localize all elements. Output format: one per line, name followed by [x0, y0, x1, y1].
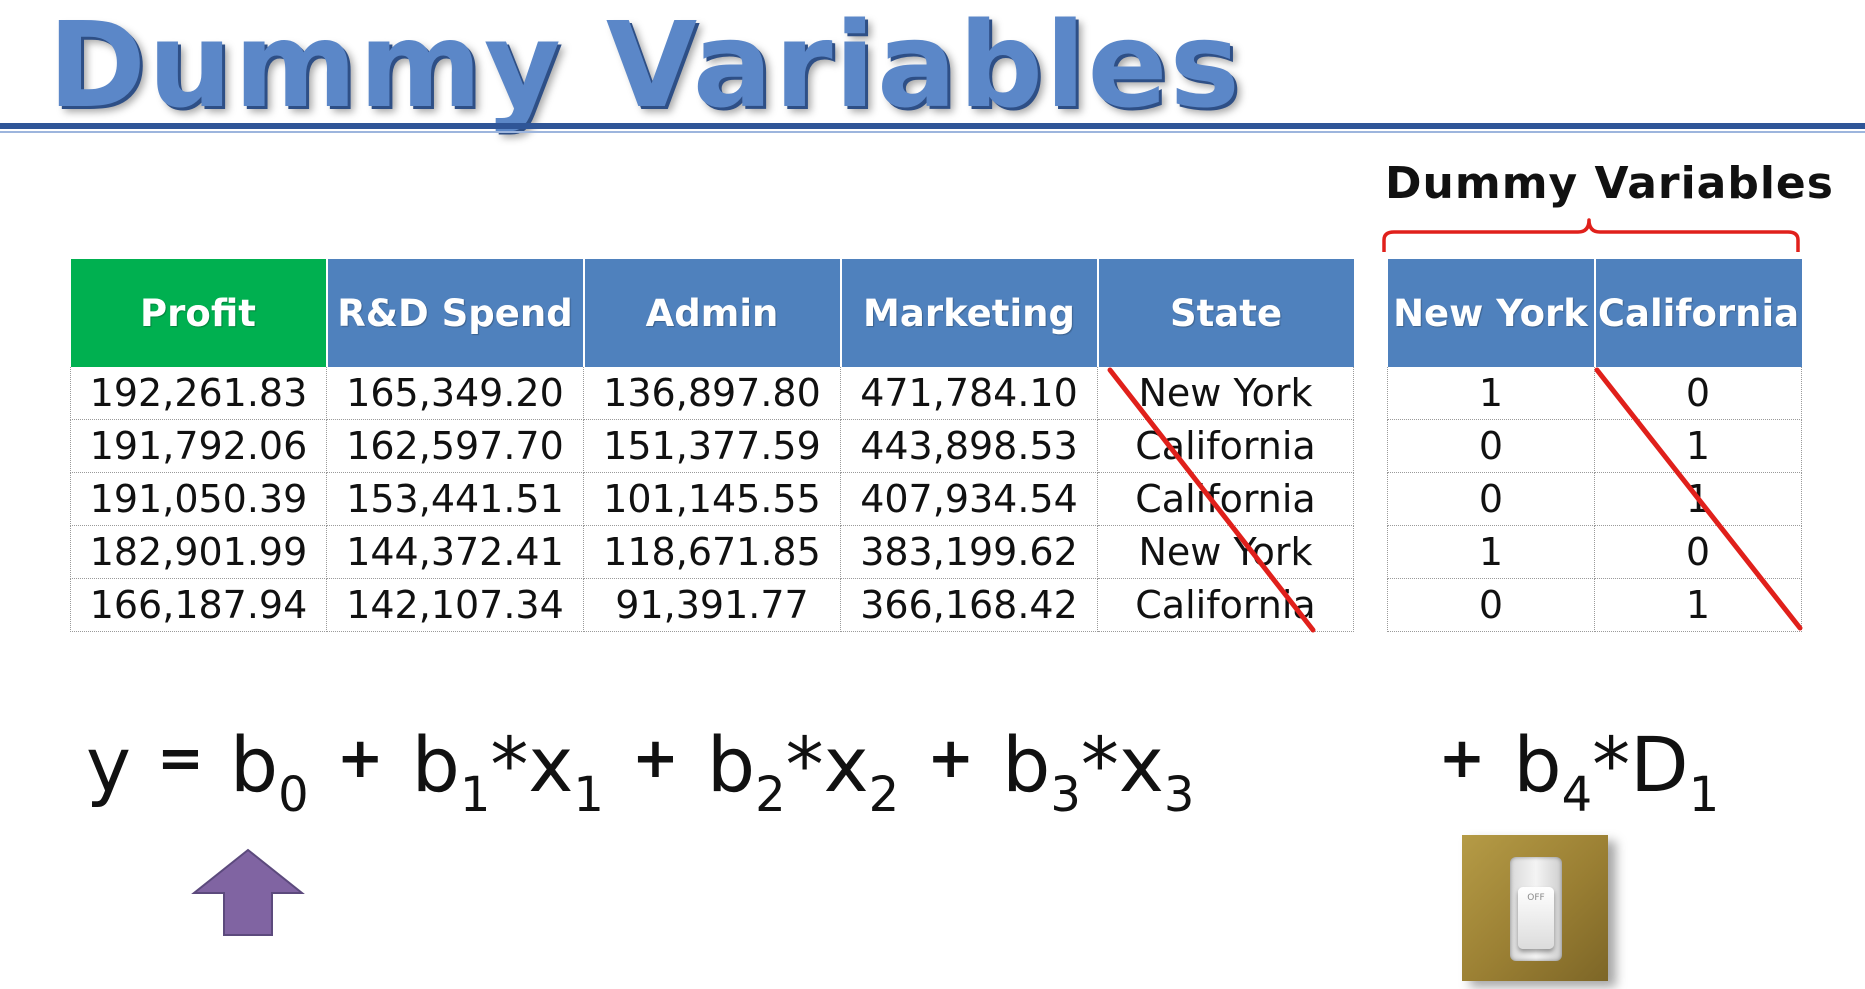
eq-sub: 4	[1561, 767, 1593, 823]
switch-toggle-label: OFF	[1518, 887, 1554, 949]
header-california: California	[1594, 259, 1802, 367]
eq-b: b	[1513, 720, 1562, 809]
cell-california: 1	[1594, 419, 1802, 473]
table-row: 166,187.94 142,107.34 91,391.77 366,168.…	[70, 578, 1354, 632]
cell-state: New York	[1097, 525, 1354, 579]
table-row: 0 1	[1387, 419, 1802, 473]
eq-y: y	[86, 720, 131, 809]
cell-california: 0	[1594, 525, 1802, 579]
eq-equals: =	[156, 726, 204, 791]
eq-plus: +	[927, 726, 975, 791]
dummy-variables-table: New York California 1 0 0 1 0 1 1 0 0 1	[1387, 259, 1802, 632]
header-admin: Admin	[583, 259, 842, 367]
eq-x: x	[528, 720, 574, 809]
table-row: 0 1	[1387, 472, 1802, 526]
eq-b: b	[411, 720, 460, 809]
cell-california: 0	[1594, 367, 1802, 420]
eq-sub: 1	[1688, 767, 1720, 823]
eq-sub: 3	[1163, 767, 1195, 823]
eq-x: x	[1118, 720, 1164, 809]
light-switch-image: OFF	[1462, 835, 1608, 981]
header-state: State	[1097, 259, 1354, 367]
eq-b: b	[706, 720, 756, 809]
eq-d: D	[1630, 720, 1689, 809]
cell-admin: 118,671.85	[583, 525, 841, 579]
cell-rd-spend: 142,107.34	[326, 578, 584, 632]
cell-rd-spend: 162,597.70	[326, 419, 584, 473]
table-row: 191,792.06 162,597.70 151,377.59 443,898…	[70, 419, 1354, 473]
table-row: 1 0	[1387, 367, 1802, 420]
main-data-table: Profit R&D Spend Admin Marketing State 1…	[70, 259, 1354, 632]
eq-plus: +	[1438, 726, 1486, 791]
eq-b: b	[1002, 720, 1051, 809]
cell-california: 1	[1594, 578, 1802, 632]
eq-x: x	[823, 720, 869, 809]
cell-new-york: 0	[1387, 578, 1595, 632]
cell-profit: 192,261.83	[70, 367, 327, 420]
eq-star: *	[1080, 720, 1119, 809]
eq-star: *	[785, 720, 824, 809]
cell-admin: 101,145.55	[583, 472, 841, 526]
header-rd-spend: R&D Spend	[326, 259, 585, 367]
header-new-york: New York	[1387, 259, 1596, 367]
main-table-header-row: Profit R&D Spend Admin Marketing State	[70, 259, 1354, 367]
cell-profit: 191,792.06	[70, 419, 327, 473]
cell-new-york: 1	[1387, 525, 1595, 579]
table-row: 191,050.39 153,441.51 101,145.55 407,934…	[70, 472, 1354, 526]
eq-sub: 2	[755, 767, 786, 823]
cell-admin: 91,391.77	[583, 578, 841, 632]
up-arrow-icon	[191, 848, 305, 936]
eq-sub: 0	[278, 767, 309, 823]
dummy-variables-heading: Dummy Variables	[1385, 158, 1834, 209]
dummy-brace	[1382, 218, 1800, 252]
eq-plus: +	[336, 726, 384, 791]
title-rule-light	[0, 131, 1865, 133]
cell-new-york: 0	[1387, 419, 1595, 473]
cell-new-york: 1	[1387, 367, 1595, 420]
eq-sub: 3	[1050, 767, 1081, 823]
switch-plate: OFF	[1510, 857, 1562, 961]
eq-sub: 2	[868, 767, 900, 823]
eq-sub: 1	[573, 767, 604, 823]
cell-california: 1	[1594, 472, 1802, 526]
cell-new-york: 0	[1387, 472, 1595, 526]
eq-star: *	[1592, 720, 1631, 809]
cell-marketing: 443,898.53	[840, 419, 1098, 473]
cell-state: New York	[1097, 367, 1354, 420]
eq-plus: +	[631, 726, 679, 791]
header-marketing: Marketing	[840, 259, 1099, 367]
cell-marketing: 383,199.62	[840, 525, 1098, 579]
cell-state: California	[1097, 472, 1354, 526]
dummy-table-header-row: New York California	[1387, 259, 1802, 367]
eq-sub: 1	[459, 767, 491, 823]
cell-marketing: 471,784.10	[840, 367, 1098, 420]
table-row: 0 1	[1387, 578, 1802, 632]
header-profit: Profit	[70, 259, 328, 367]
cell-admin: 136,897.80	[583, 367, 841, 420]
table-row: 1 0	[1387, 525, 1802, 579]
table-row: 192,261.83 165,349.20 136,897.80 471,784…	[70, 367, 1354, 420]
cell-state: California	[1097, 419, 1354, 473]
cell-rd-spend: 144,372.41	[326, 525, 584, 579]
slide-title: Dummy Variables	[48, 0, 1242, 134]
cell-marketing: 366,168.42	[840, 578, 1098, 632]
eq-b: b	[229, 720, 279, 809]
cell-rd-spend: 165,349.20	[326, 367, 584, 420]
cell-rd-spend: 153,441.51	[326, 472, 584, 526]
regression-equation: y = b0+ b1*x1+ b2*x2+ b3*x3+ b4*D1	[86, 720, 1719, 823]
table-row: 182,901.99 144,372.41 118,671.85 383,199…	[70, 525, 1354, 579]
eq-star: *	[490, 720, 529, 809]
cell-profit: 182,901.99	[70, 525, 327, 579]
title-rule	[0, 123, 1865, 129]
cell-marketing: 407,934.54	[840, 472, 1098, 526]
cell-profit: 166,187.94	[70, 578, 327, 632]
cell-profit: 191,050.39	[70, 472, 327, 526]
cell-state: California	[1097, 578, 1354, 632]
cell-admin: 151,377.59	[583, 419, 841, 473]
